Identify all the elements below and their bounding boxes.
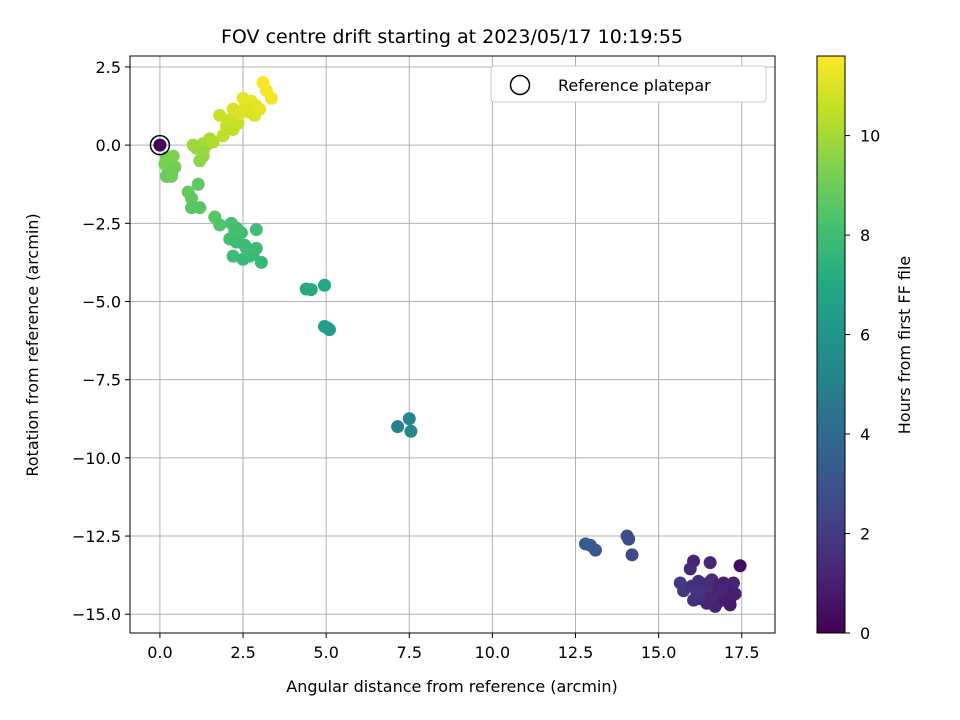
data-point — [193, 201, 207, 215]
legend-entry-reference-platepar: Reference platepar — [558, 76, 711, 95]
y-tick-label: 2.5 — [96, 58, 121, 77]
data-point — [165, 166, 179, 180]
x-tick-label: 0.0 — [147, 643, 172, 662]
x-tick-label: 10.0 — [475, 643, 511, 662]
x-tick-label: 15.0 — [641, 643, 677, 662]
data-point — [705, 590, 719, 604]
y-tick-label: −10.0 — [72, 449, 121, 468]
data-point — [158, 157, 172, 171]
chart-title: FOV centre drift starting at 2023/05/17 … — [221, 26, 683, 48]
data-point — [625, 548, 639, 562]
y-axis-label: Rotation from reference (arcmin) — [23, 213, 42, 476]
colorbar-gradient — [816, 55, 846, 634]
data-point — [153, 138, 167, 152]
data-point — [226, 249, 240, 263]
colorbar: 0 2 4 6 8 10 Hours from first FF file — [816, 55, 914, 643]
data-point — [588, 543, 602, 557]
data-point — [317, 278, 331, 292]
data-point — [391, 420, 405, 434]
data-point — [622, 532, 636, 546]
x-tick-label: 5.0 — [313, 643, 338, 662]
data-point — [186, 138, 200, 152]
reference-marker — [149, 134, 171, 156]
colorbar-tick-label: 0 — [860, 624, 870, 643]
data-point — [402, 412, 416, 426]
data-point — [702, 576, 716, 590]
legend: Reference platepar — [490, 65, 767, 103]
y-tick-label: −7.5 — [82, 371, 121, 390]
data-point — [213, 218, 227, 232]
x-axis-label: Angular distance from reference (arcmin) — [286, 677, 617, 696]
y-tick-label: −2.5 — [82, 214, 121, 233]
data-point — [304, 283, 318, 297]
colorbar-ticks: 0 2 4 6 8 10 — [845, 127, 880, 643]
legend-marker — [509, 74, 531, 96]
data-point — [185, 191, 199, 205]
colorbar-tick-label: 10 — [860, 127, 880, 146]
colorbar-tick-label: 4 — [860, 425, 870, 444]
data-point — [726, 576, 740, 590]
x-tick-label: 12.5 — [558, 643, 594, 662]
data-point — [733, 559, 747, 573]
data-point — [191, 177, 205, 191]
colorbar-label: Hours from first FF file — [895, 256, 914, 435]
y-tick-label: −5.0 — [82, 292, 121, 311]
data-point — [690, 585, 704, 599]
data-point — [239, 241, 253, 255]
data-point — [213, 108, 227, 122]
colorbar-tick-label: 6 — [860, 326, 870, 345]
legend-box — [490, 65, 767, 103]
data-point — [196, 144, 210, 158]
data-point — [718, 593, 732, 607]
plot-frame — [129, 55, 776, 634]
scatter-points — [153, 76, 747, 613]
reference-platepar-marker — [149, 134, 171, 156]
y-ticks: 2.5 0.0 −2.5 −5.0 −7.5 −10.0 −12.5 −15.0 — [72, 58, 130, 624]
data-point — [254, 255, 268, 269]
data-point — [249, 223, 263, 237]
plot-area: 0.0 2.5 5.0 7.5 10.0 12.5 15.0 17.5 2.5 0.0 −2.5 −… — [72, 55, 776, 662]
colorbar-tick-label: 2 — [860, 525, 870, 544]
data-point — [206, 135, 220, 149]
y-tick-label: 0.0 — [96, 136, 121, 155]
y-tick-label: −15.0 — [72, 605, 121, 624]
x-tick-label: 7.5 — [397, 643, 422, 662]
data-point — [256, 76, 270, 90]
x-tick-label: 17.5 — [724, 643, 760, 662]
colorbar-tick-label: 8 — [860, 226, 870, 245]
data-point — [715, 582, 729, 596]
data-point — [264, 91, 278, 105]
data-point — [228, 224, 242, 238]
data-point — [322, 323, 336, 337]
data-point — [728, 587, 742, 601]
data-point — [253, 102, 267, 116]
data-point — [166, 149, 180, 163]
y-tick-label: −12.5 — [72, 527, 121, 546]
x-ticks: 0.0 2.5 5.0 7.5 10.0 12.5 15.0 17.5 — [147, 633, 760, 662]
data-point — [703, 556, 717, 570]
x-tick-label: 2.5 — [230, 643, 255, 662]
data-point — [404, 424, 418, 438]
data-point — [683, 562, 697, 576]
